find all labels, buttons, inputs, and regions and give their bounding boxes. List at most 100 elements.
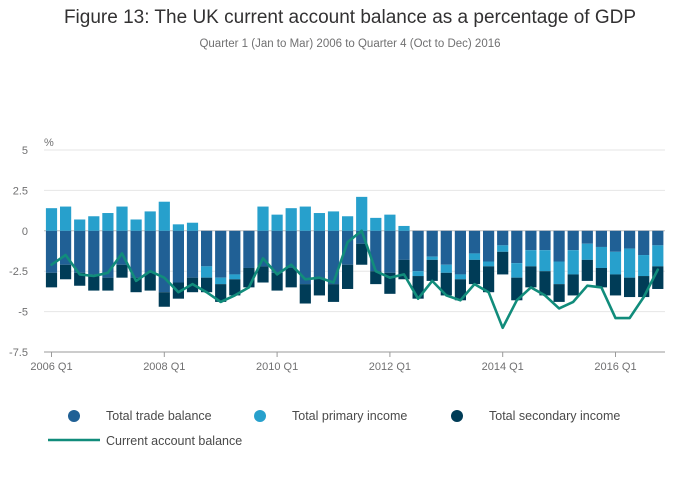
bar-segment: [609, 230, 622, 252]
bar-segment: [342, 264, 354, 289]
bar-segment: [201, 266, 213, 278]
bar-segment: [243, 267, 255, 288]
bar-segment: [638, 230, 650, 256]
bar-segment: [285, 230, 297, 268]
bar-segment: [398, 225, 410, 231]
bar-segment: [74, 272, 86, 286]
legend-marker: [254, 410, 266, 422]
bar-segment: [454, 230, 466, 275]
bar-segment: [271, 230, 283, 273]
bar-segment: [553, 261, 565, 285]
bar-segment: [243, 230, 255, 268]
legend-marker: [68, 410, 80, 422]
legend-label: Total trade balance: [106, 409, 212, 423]
bar-segment: [313, 277, 325, 296]
bar-segment: [313, 230, 325, 278]
bar-segment: [172, 224, 184, 231]
bar-segment: [144, 272, 156, 291]
bar-segment: [638, 276, 650, 298]
bar-segment: [285, 208, 297, 231]
y-tick-label: 0: [22, 226, 28, 238]
y-tick-label: -2.5: [9, 266, 28, 278]
bar-segment: [624, 230, 636, 249]
bar-segment: [215, 277, 227, 285]
bar-segment: [652, 230, 664, 246]
bar-segment: [370, 230, 382, 272]
bar-segment: [525, 230, 537, 251]
bar-segment: [215, 230, 227, 278]
legend-marker: [451, 410, 463, 422]
bar-segment: [356, 230, 368, 244]
axis-labels: 5 2.5 0 -2.5 -5 -7.5% 2006 Q1 2008 Q1 2010 Q1 201…: [9, 137, 665, 373]
y-tick-label: 5: [22, 145, 28, 157]
bar-segment: [130, 277, 142, 293]
bar-segment: [102, 277, 114, 291]
chart-title: Figure 13: The UK current account balanc…: [63, 7, 637, 28]
bar-segment: [201, 277, 213, 293]
bar-segment: [440, 272, 452, 296]
bar-segment: [483, 261, 495, 267]
bar-segment: [497, 251, 509, 275]
bar-segment: [567, 250, 579, 275]
bar-segment: [299, 206, 311, 231]
y-tick-label: 2.5: [13, 185, 28, 197]
bar-segment: [144, 211, 156, 231]
line-marks: [50, 229, 660, 330]
bar-segment: [370, 271, 382, 285]
bar-segment: [426, 256, 438, 260]
bar-segment: [553, 284, 565, 302]
bar-segment: [327, 230, 340, 285]
bar-segment: [581, 259, 593, 281]
bar-segment: [229, 230, 241, 275]
x-tick-label: 2012 Q1: [369, 361, 411, 373]
bar-segment: [440, 230, 452, 265]
bar-segment: [483, 230, 495, 262]
x-tick-label: 2010 Q1: [256, 361, 298, 373]
legend-label: Total primary income: [292, 409, 407, 423]
bar-segment: [356, 196, 368, 231]
bar-segment: [412, 271, 424, 277]
bar-segment: [412, 230, 424, 272]
bar-segment: [229, 274, 241, 280]
bar-segment: [384, 230, 396, 273]
bar-segment: [229, 279, 241, 296]
bar-segment: [497, 245, 509, 252]
bar-segment: [595, 230, 607, 247]
bar-segment: [497, 230, 509, 246]
bar-segment: [511, 263, 523, 278]
bar-segment: [88, 274, 100, 291]
bar-segment: [327, 284, 340, 302]
bar-segment: [257, 206, 269, 231]
bar-segment: [581, 243, 593, 260]
bar-segment: [285, 267, 297, 288]
y-axis-label: %: [44, 137, 54, 149]
legend-label: Total secondary income: [489, 409, 620, 423]
y-tick-label: -7.5: [9, 347, 28, 359]
current-account-line: [50, 229, 660, 330]
x-tick-label: 2016 Q1: [594, 361, 636, 373]
bar-segment: [45, 230, 58, 273]
bar-segment: [342, 230, 354, 265]
bar-segment: [398, 259, 410, 280]
bar-segment: [158, 292, 170, 307]
bar-segment: [624, 277, 636, 298]
bar-segment: [595, 246, 607, 268]
bar-segment: [483, 266, 495, 293]
bar-segment: [116, 264, 128, 278]
bar-segment: [215, 284, 227, 302]
bar-segment: [116, 206, 128, 231]
bar-segment: [74, 219, 86, 231]
bar-segment: [511, 277, 523, 301]
bar-segment: [299, 284, 311, 304]
bar-segment: [356, 243, 368, 265]
y-tick-label: -5: [18, 307, 28, 319]
bar-segment: [172, 230, 184, 283]
x-tick-label: 2006 Q1: [30, 361, 72, 373]
bar-segment: [158, 230, 170, 293]
bar-segment: [609, 274, 622, 296]
bar-segment: [525, 266, 537, 288]
bar-segment: [426, 259, 438, 281]
bar-segment: [88, 216, 100, 231]
bar-segment: [130, 230, 142, 278]
